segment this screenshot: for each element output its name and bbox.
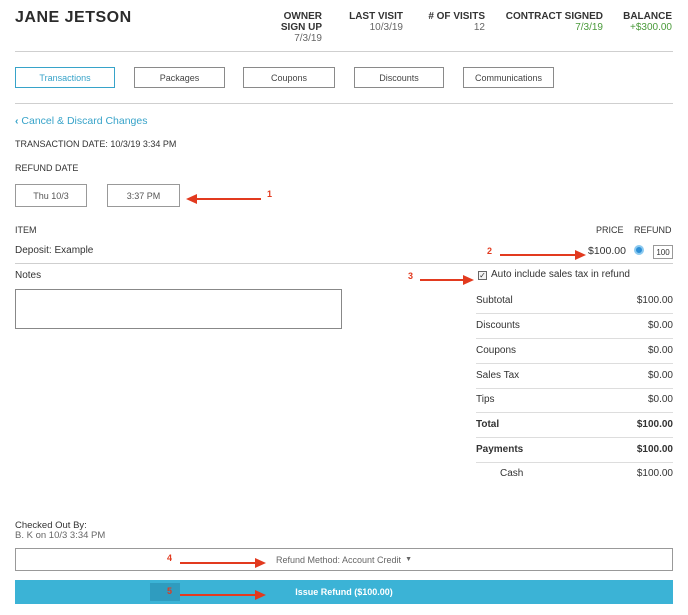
tab-coupons[interactable]: Coupons — [243, 67, 335, 88]
summary-label: Discounts — [476, 320, 520, 331]
annotation-arrow-2 — [500, 247, 586, 265]
refund-method-dropdown[interactable]: Refund Method: Account Credit ▼ — [15, 548, 673, 571]
last-visit-label: LAST VISIT — [349, 11, 403, 22]
visits-value: 12 — [473, 22, 485, 33]
transaction-date: TRANSACTION DATE: 10/3/19 3:34 PM — [15, 139, 177, 149]
summary-sales-tax: Sales Tax $0.00 — [476, 370, 673, 381]
annotation-arrow-3 — [420, 272, 474, 290]
summary-cash: Cash $100.00 — [476, 468, 673, 479]
item-header: ITEM — [15, 225, 37, 235]
items-divider — [15, 263, 673, 264]
annotation-number-4: 4 — [167, 553, 173, 563]
summary-label: Tips — [476, 394, 495, 405]
summary-divider — [476, 313, 673, 314]
tab-packages[interactable]: Packages — [134, 67, 225, 88]
refund-time-picker[interactable]: 3:37 PM — [107, 184, 180, 207]
cancel-link[interactable]: ‹ Cancel & Discard Changes — [15, 115, 147, 127]
summary-label: Coupons — [476, 345, 517, 356]
summary-value: $0.00 — [647, 370, 673, 381]
balance-value: +$300.00 — [630, 22, 672, 33]
tab-communications[interactable]: Communications — [463, 67, 554, 88]
last-visit-value: 10/3/19 — [369, 22, 403, 33]
annotation-highlight-5 — [150, 583, 180, 601]
owner-signup-label-line1: OWNER — [283, 11, 322, 22]
annotation-number-2: 2 — [487, 246, 493, 256]
annotation-arrow-1 — [186, 191, 262, 209]
summary-value: $100.00 — [636, 468, 673, 479]
summary-payments: Payments $100.00 — [476, 444, 673, 455]
contract-signed-label: CONTRACT SIGNED — [505, 11, 603, 22]
summary-tips: Tips $0.00 — [476, 394, 673, 405]
caret-down-icon: ▼ — [405, 556, 412, 563]
refund-date-picker[interactable]: Thu 10/3 — [15, 184, 87, 207]
owner-signup-label-line2: SIGN UP — [280, 22, 322, 33]
refund-header: REFUND — [634, 225, 672, 235]
summary-discounts: Discounts $0.00 — [476, 320, 673, 331]
summary-label: Total — [476, 419, 500, 430]
notes-textarea[interactable] — [15, 289, 342, 329]
summary-divider — [476, 412, 673, 413]
item-price: $100.00 — [588, 245, 626, 257]
summary-divider — [476, 338, 673, 339]
summary-value: $100.00 — [636, 444, 673, 455]
owner-signup-value: 7/3/19 — [294, 33, 322, 44]
annotation-number-5: 5 — [167, 586, 173, 596]
tabs-divider — [15, 103, 673, 104]
summary-label: Subtotal — [476, 295, 513, 306]
refund-date-label: REFUND DATE — [15, 163, 79, 173]
tax-checkbox[interactable]: ✓ — [478, 271, 487, 280]
summary-label: Payments — [476, 444, 524, 455]
summary-coupons: Coupons $0.00 — [476, 345, 673, 356]
refund-amount-input[interactable]: 100 — [653, 245, 673, 259]
chevron-left-icon: ‹ — [15, 115, 19, 127]
annotation-arrow-5 — [180, 587, 266, 605]
summary-value: $0.00 — [647, 345, 673, 356]
checked-out-value: B. K on 10/3 3:34 PM — [15, 530, 106, 541]
owner-signup-label: OWNER SIGN UP — [270, 11, 322, 33]
tax-label: Auto include sales tax in refund — [491, 269, 630, 280]
summary-label: Cash — [500, 468, 524, 479]
tab-discounts[interactable]: Discounts — [354, 67, 444, 88]
summary-label: Sales Tax — [476, 370, 520, 381]
summary-value: $100.00 — [636, 295, 673, 306]
header-divider — [15, 51, 673, 52]
annotation-number-3: 3 — [408, 271, 414, 281]
summary-value: $100.00 — [636, 419, 673, 430]
checked-out-label: Checked Out By: — [15, 520, 87, 531]
issue-refund-button[interactable]: Issue Refund ($100.00) — [15, 580, 673, 604]
summary-value: $0.00 — [647, 394, 673, 405]
customer-name: JANE JETSON — [15, 9, 132, 26]
price-header: PRICE — [596, 225, 624, 235]
annotation-number-1: 1 — [267, 189, 273, 199]
refund-radio[interactable] — [634, 245, 644, 255]
item-name: Deposit: Example — [15, 245, 94, 256]
visits-label: # OF VISITS — [428, 11, 485, 22]
summary-divider — [476, 363, 673, 364]
summary-value: $0.00 — [647, 320, 673, 331]
summary-divider — [476, 462, 673, 463]
tab-transactions[interactable]: Transactions — [15, 67, 115, 88]
notes-label: Notes — [15, 270, 42, 281]
annotation-arrow-4 — [180, 555, 266, 573]
summary-subtotal: Subtotal $100.00 — [476, 295, 673, 306]
summary-divider — [476, 388, 673, 389]
balance-label: BALANCE — [623, 11, 672, 22]
summary-total: Total $100.00 — [476, 419, 673, 430]
summary-divider — [476, 437, 673, 438]
cancel-link-label: Cancel & Discard Changes — [21, 115, 148, 127]
refund-method-label: Refund Method: Account Credit — [275, 554, 402, 565]
contract-signed-value: 7/3/19 — [575, 22, 603, 33]
